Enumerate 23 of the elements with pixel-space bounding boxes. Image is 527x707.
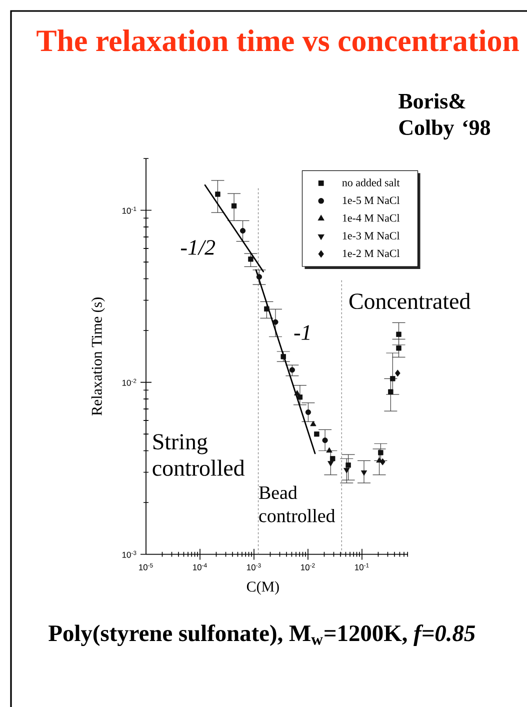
y-tick-label: 10$^{-2}$ [122,378,136,386]
annotation: -1 [294,325,310,340]
legend-label: no added salt [342,178,400,186]
text: Boris& Colby ‘98 [398,93,490,140]
x-tick-label: 10$^{-1}$ [355,563,369,570]
annotation: String controlled [152,434,245,476]
y-tick-label: 10$^{-3}$ [122,550,136,558]
annotation: Concentrated [349,292,470,310]
annotation: -1/2 [181,240,216,255]
y-axis-title: Relaxation Time (s) [91,298,105,416]
x-tick-label: 10$^{-3}$ [247,563,261,570]
legend-label: 1e-5 M NaCl [342,196,400,204]
x-tick-label: 10$^{-5}$ [139,563,153,570]
text: Poly(styrene sulfonate), M$_{w}$=1200K, f=0.85 [48,624,476,646]
x-axis-title: C(M) [246,581,279,595]
annotation: Bead controlled [259,486,336,522]
legend-label: 1e-4 M NaCl [342,214,400,222]
y-tick-label: 10$^{-1}$ [122,206,136,214]
x-tick-label: 10$^{-2}$ [301,563,315,570]
chart-title: The relaxation time vs concentration [36,30,519,52]
legend-label: 1e-3 M NaCl [342,232,400,240]
x-tick-label: 10$^{-4}$ [193,563,207,570]
legend-label: 1e-2 M NaCl [342,249,400,258]
